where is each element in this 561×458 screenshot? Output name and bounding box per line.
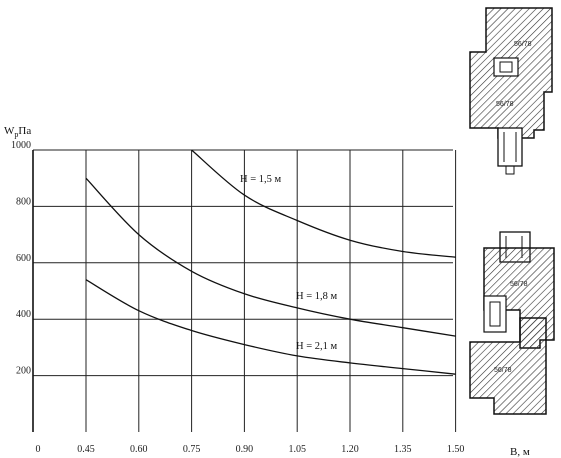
series-label-1: H = 1,8 м xyxy=(296,291,338,302)
x-axis-label: В, м xyxy=(510,446,530,458)
y-tick-label-0: 200 xyxy=(16,366,31,377)
bottom-profile-label-a: 56/78 xyxy=(510,281,528,288)
series-label-0: H = 1,5 м xyxy=(240,174,282,185)
x-tick-label-6: 1.20 xyxy=(341,444,359,455)
series-label-2: H = 2,1 м xyxy=(296,341,338,352)
y-tick-label-2: 600 xyxy=(16,253,31,264)
series-line-1 xyxy=(85,177,456,337)
series: H = 1,5 м H = 1,8 м H = 2,1 м xyxy=(85,149,456,375)
bottom-profile-label-b: 56/78 xyxy=(494,367,512,374)
bottom-window-profile: 56/78 56/78 xyxy=(469,231,555,415)
y-tick-label-4: 1000 xyxy=(11,140,31,151)
series-line-0 xyxy=(191,149,456,258)
series-line-2 xyxy=(85,279,456,375)
x-tick-label-7: 1.35 xyxy=(394,444,412,455)
grid xyxy=(33,149,457,432)
x-tick-label-2: 0.60 xyxy=(130,444,148,455)
top-profile-label-a: 56/78 xyxy=(514,41,532,48)
x-tick-label-1: 0.45 xyxy=(77,444,95,455)
y-axis-label: WрПа xyxy=(4,125,31,139)
x-tick-label-5: 1.05 xyxy=(288,444,306,455)
y-tick-labels: 200 400 600 800 1000 xyxy=(11,140,31,377)
y-tick-label-1: 400 xyxy=(16,309,31,320)
top-profile-label-b: 56/78 xyxy=(496,101,514,108)
x-tick-label-8: 1.50 xyxy=(447,444,465,455)
x-tick-label-3: 0.75 xyxy=(183,444,201,455)
x-tick-label-0: 0 xyxy=(36,444,41,455)
x-tick-labels: 0 0.45 0.60 0.75 0.90 1.05 1.20 1.35 1.50 xyxy=(36,444,465,455)
top-window-profile: 56/78 56/78 xyxy=(469,7,553,175)
y-tick-label-3: 800 xyxy=(16,196,31,207)
x-tick-label-4: 0.90 xyxy=(236,444,254,455)
